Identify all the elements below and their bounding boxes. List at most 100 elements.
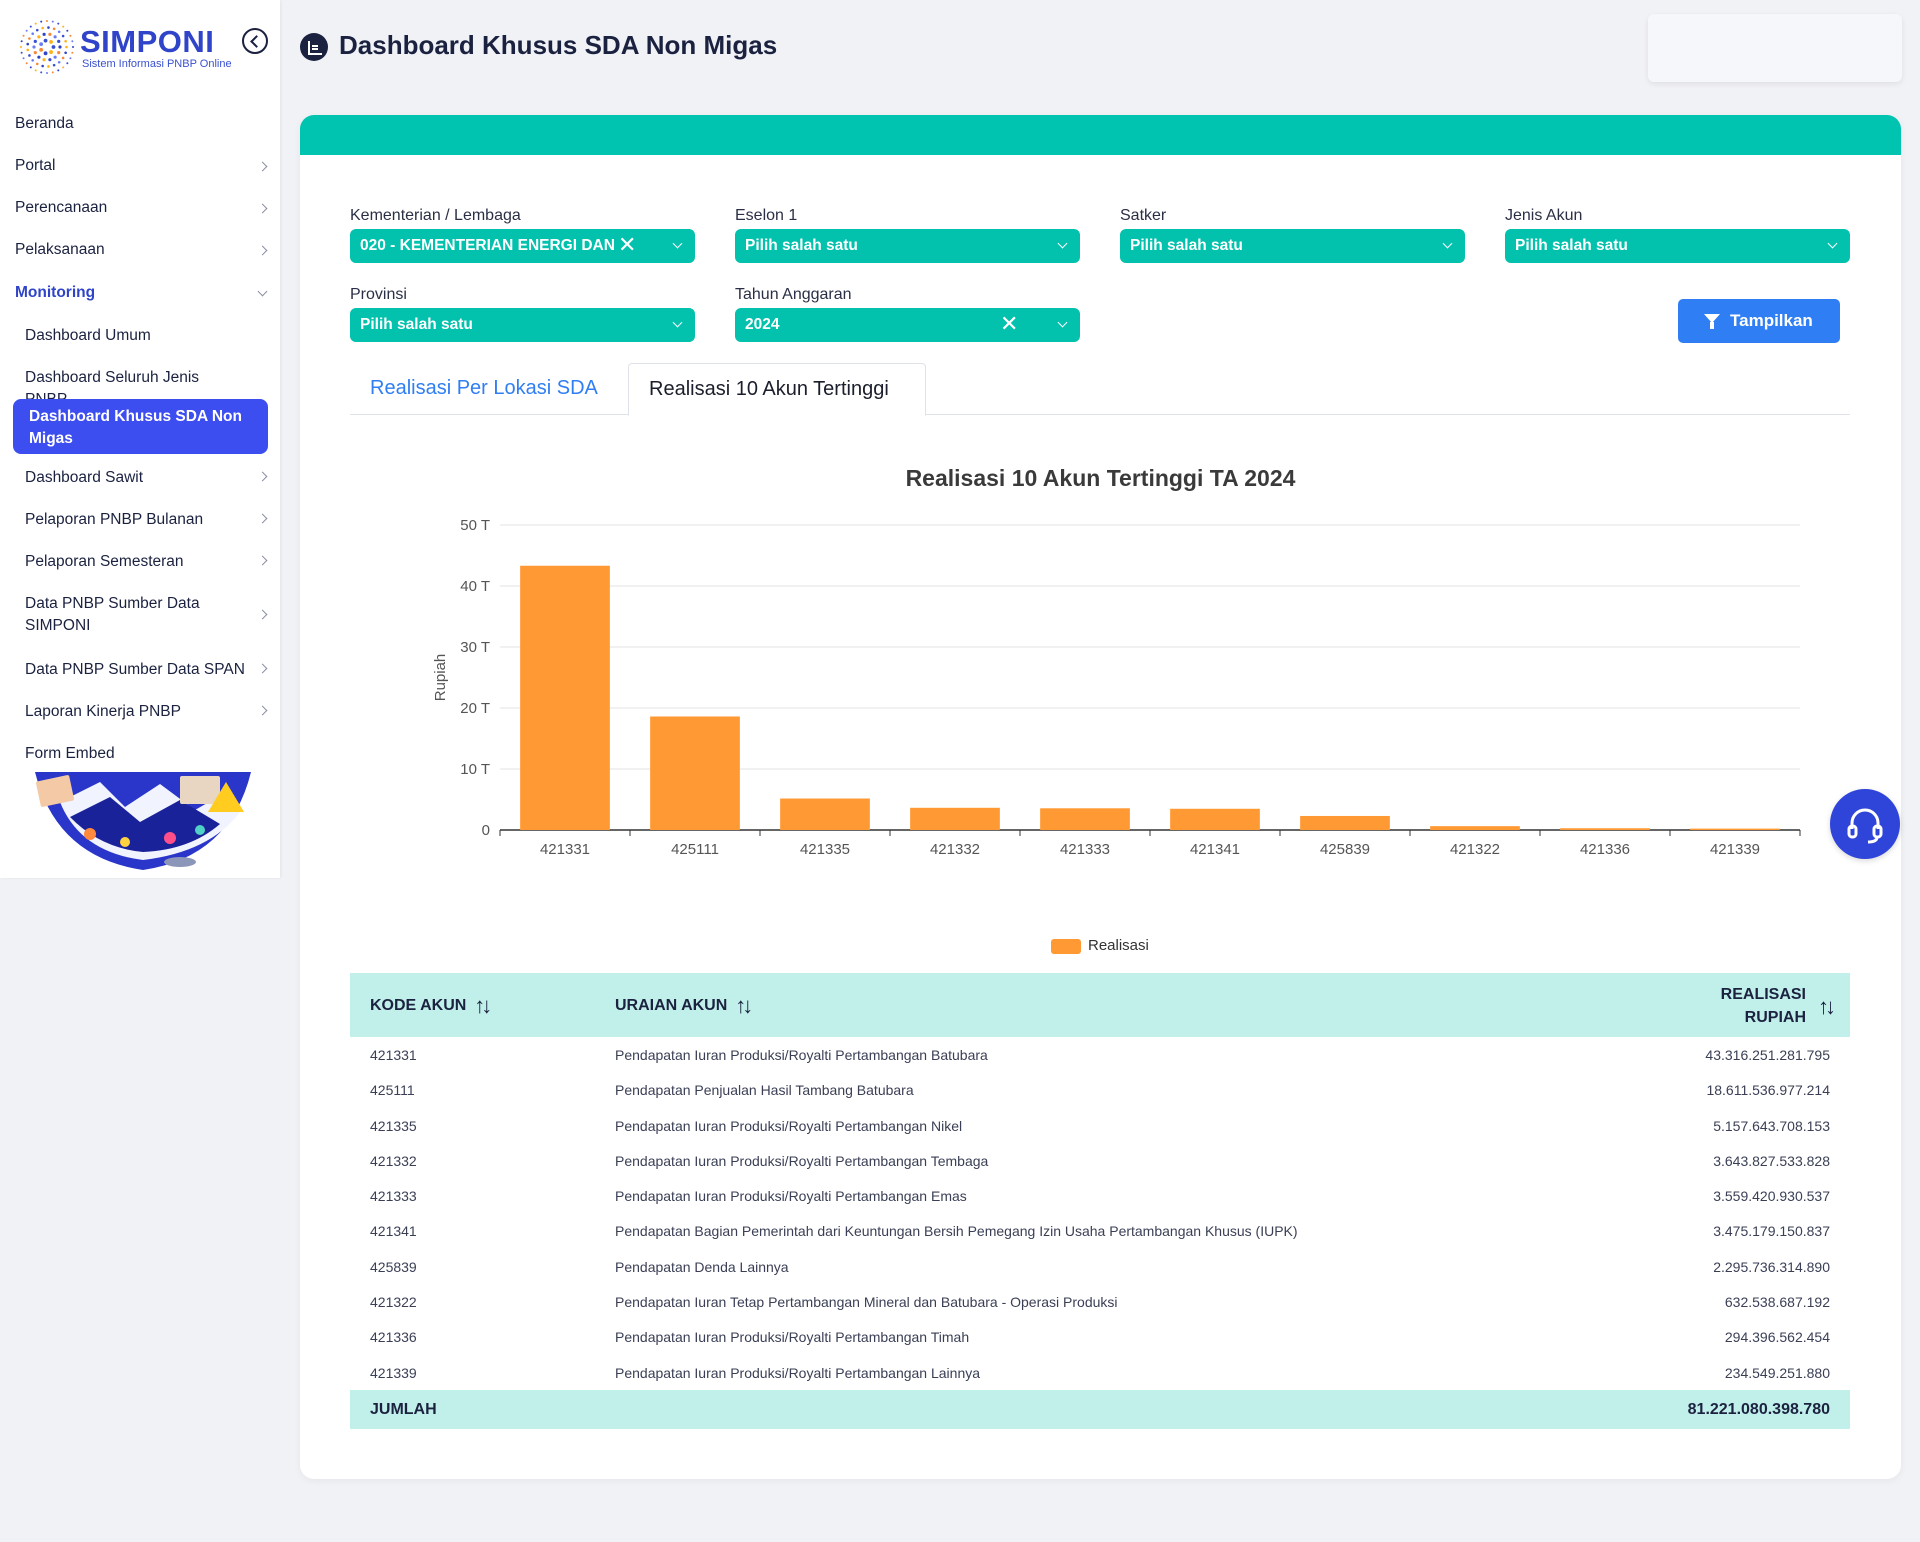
cell-kode-akun: 421322 [370, 1294, 417, 1311]
chevron-right-icon [257, 203, 268, 214]
y-tick-label: 40 T [460, 578, 490, 595]
table-row: 421333 Pendapatan Iuran Produksi/Royalti … [350, 1178, 1850, 1213]
y-axis-label: Rupiah [432, 654, 449, 702]
card-header-band [300, 115, 1901, 155]
col-realisasi-label: REALISASI [1720, 986, 1806, 1003]
col-uraian-akun[interactable]: URAIAN AKUN ↑↓ [615, 993, 753, 1019]
kementerian-select-value: 020 - KEMENTERIAN ENERGI DAN [360, 237, 615, 254]
col-realisasi-rupiah[interactable]: REALISASI RUPIAH ↑↓ [1720, 983, 1836, 1029]
tab-realisasi-10-akun[interactable]: Realisasi 10 Akun Tertinggi [628, 363, 926, 416]
cell-uraian-akun: Pendapatan Iuran Produksi/Royalti Pertam… [615, 1152, 989, 1169]
page-title: Dashboard Khusus SDA Non Migas [339, 30, 778, 60]
sidebar-item-label: Data PNBP Sumber Data SIMPONI [25, 595, 200, 634]
logo-title: SIMPONI [80, 24, 215, 59]
tahun-label: Tahun Anggaran [735, 286, 852, 303]
cell-realisasi: 5.157.643.708.153 [1713, 1117, 1830, 1134]
table-footer: JUMLAH 81.221.080.398.780 [350, 1389, 1850, 1429]
table-row: 421339 Pendapatan Iuran Produksi/Royalti … [350, 1355, 1850, 1390]
sidebar-item-label: Perencanaan [15, 199, 108, 216]
tampilkan-label: Tampilkan [1730, 311, 1813, 330]
simponi-logo[interactable]: SIMPONI Sistem Informasi PNBP Online [18, 18, 238, 80]
x-tick-label: 421335 [800, 841, 850, 858]
provinsi-select[interactable]: Pilih salah satu [350, 308, 695, 342]
tahun-select-value: 2024 [745, 316, 780, 333]
legend-label: Realisasi [1088, 937, 1149, 954]
bar [1170, 808, 1260, 830]
eselon-select[interactable]: Pilih salah satu [735, 229, 1080, 263]
bar [910, 807, 1000, 830]
cell-kode-akun: 421341 [370, 1223, 417, 1240]
chevron-down-icon [257, 286, 268, 297]
sort-icon[interactable]: ↑↓ [735, 993, 753, 1018]
jenis-akun-select[interactable]: Pilih salah satu [1505, 229, 1850, 263]
chevron-right-icon [257, 245, 268, 256]
user-menu[interactable] [1648, 14, 1902, 82]
cell-kode-akun: 421339 [370, 1364, 417, 1381]
sort-icon[interactable]: ↑↓ [474, 993, 492, 1018]
sidebar-item-label: Laporan Kinerja PNBP [25, 703, 181, 720]
tab-realisasi-per-lokasi[interactable]: Realisasi Per Lokasi SDA [370, 377, 598, 399]
tampilkan-button[interactable]: Tampilkan [1678, 299, 1840, 343]
chevron-right-icon [257, 471, 268, 482]
eselon-label: Eselon 1 [735, 207, 798, 224]
footer-label: JUMLAH [370, 1400, 437, 1418]
sidebar-item-label: Dashboard Sawit [25, 469, 144, 486]
chevron-right-icon [257, 609, 268, 620]
logo-dots-icon [20, 20, 74, 74]
sidebar-item-label: Form Embed [25, 745, 115, 762]
logo-subtitle: Sistem Informasi PNBP Online [82, 58, 232, 70]
table-row: 421322 Pendapatan Iuran Tetap Pertambanga… [350, 1284, 1850, 1319]
bar [780, 798, 870, 830]
col-kode-akun-label: KODE AKUN [370, 997, 467, 1015]
cell-realisasi: 18.611.536.977.214 [1706, 1082, 1830, 1099]
cell-uraian-akun: Pendapatan Penjualan Hasil Tambang Batub… [615, 1082, 914, 1099]
table-row: 425111 Pendapatan Penjualan Hasil Tambang… [350, 1072, 1850, 1107]
cell-kode-akun: 421336 [370, 1329, 417, 1346]
footer-total: 81.221.080.398.780 [1687, 1400, 1830, 1418]
close-icon[interactable]: ✕ [1000, 311, 1019, 336]
kementerian-label: Kementerian / Lembaga [350, 207, 521, 224]
kementerian-select[interactable]: 020 - KEMENTERIAN ENERGI DAN ✕ [350, 229, 695, 263]
provinsi-select-value: Pilih salah satu [360, 316, 473, 333]
tahun-select[interactable]: 2024 ✕ [735, 308, 1080, 342]
y-tick-label: 10 T [460, 761, 490, 778]
x-tick-label: 421341 [1190, 841, 1240, 858]
sidebar-item-dashboard-khusus-sda[interactable]: Dashboard Khusus SDA Non Migas [13, 399, 268, 454]
x-tick-label: 425839 [1320, 841, 1370, 858]
help-button[interactable] [1830, 789, 1900, 859]
table-row: 421335 Pendapatan Iuran Produksi/Royalti … [350, 1108, 1850, 1143]
cell-uraian-akun: Pendapatan Bagian Pemerintah dari Keuntu… [615, 1223, 1298, 1240]
table-header: KODE AKUN ↑↓ URAIAN AKUN ↑↓ REALISASI RUPI… [350, 973, 1850, 1037]
x-tick-label: 421322 [1450, 841, 1500, 858]
chevron-right-icon [257, 555, 268, 566]
sidebar-item-label: Pelaporan Semesteran [25, 553, 184, 570]
close-icon[interactable]: ✕ [618, 232, 637, 257]
sort-icon[interactable]: ↑↓ [1818, 993, 1836, 1019]
x-tick-label: 421332 [930, 841, 980, 858]
table-row: 421331 Pendapatan Iuran Produksi/Royalti … [350, 1037, 1850, 1072]
x-tick-label: 421339 [1710, 841, 1760, 858]
chevron-left-icon[interactable] [242, 28, 268, 54]
dashboard-icon [300, 33, 328, 61]
bar [1300, 815, 1390, 830]
sidebar-item-label: Monitoring [15, 284, 96, 301]
sidebar-item-label: Dashboard Khusus SDA Non Migas [29, 408, 242, 447]
satker-select-value: Pilih salah satu [1130, 237, 1243, 254]
satker-label: Satker [1120, 207, 1167, 224]
table-row: 425839 Pendapatan Denda Lainnya 2.295.736.… [350, 1249, 1850, 1284]
chevron-down-icon [672, 238, 683, 249]
chevron-down-icon [672, 317, 683, 328]
table-row: 421336 Pendapatan Iuran Produksi/Royalti … [350, 1319, 1850, 1354]
chevron-right-icon [257, 705, 268, 716]
filter-icon [1704, 314, 1720, 329]
sidebar-item-label: Pelaporan PNBP Bulanan [25, 511, 204, 528]
cell-uraian-akun: Pendapatan Iuran Produksi/Royalti Pertam… [615, 1329, 970, 1346]
y-tick-label: 50 T [460, 517, 490, 534]
data-table: KODE AKUN ↑↓ URAIAN AKUN ↑↓ REALISASI RUPI… [350, 973, 1850, 1429]
col-kode-akun[interactable]: KODE AKUN ↑↓ [370, 993, 492, 1019]
tab-bar: Realisasi Per Lokasi SDA Realisasi 10 Ak… [350, 363, 1850, 416]
x-tick-label: 421336 [1580, 841, 1630, 858]
satker-select[interactable]: Pilih salah satu [1120, 229, 1465, 263]
bar [520, 565, 610, 830]
sidebar-illustration [35, 772, 251, 870]
